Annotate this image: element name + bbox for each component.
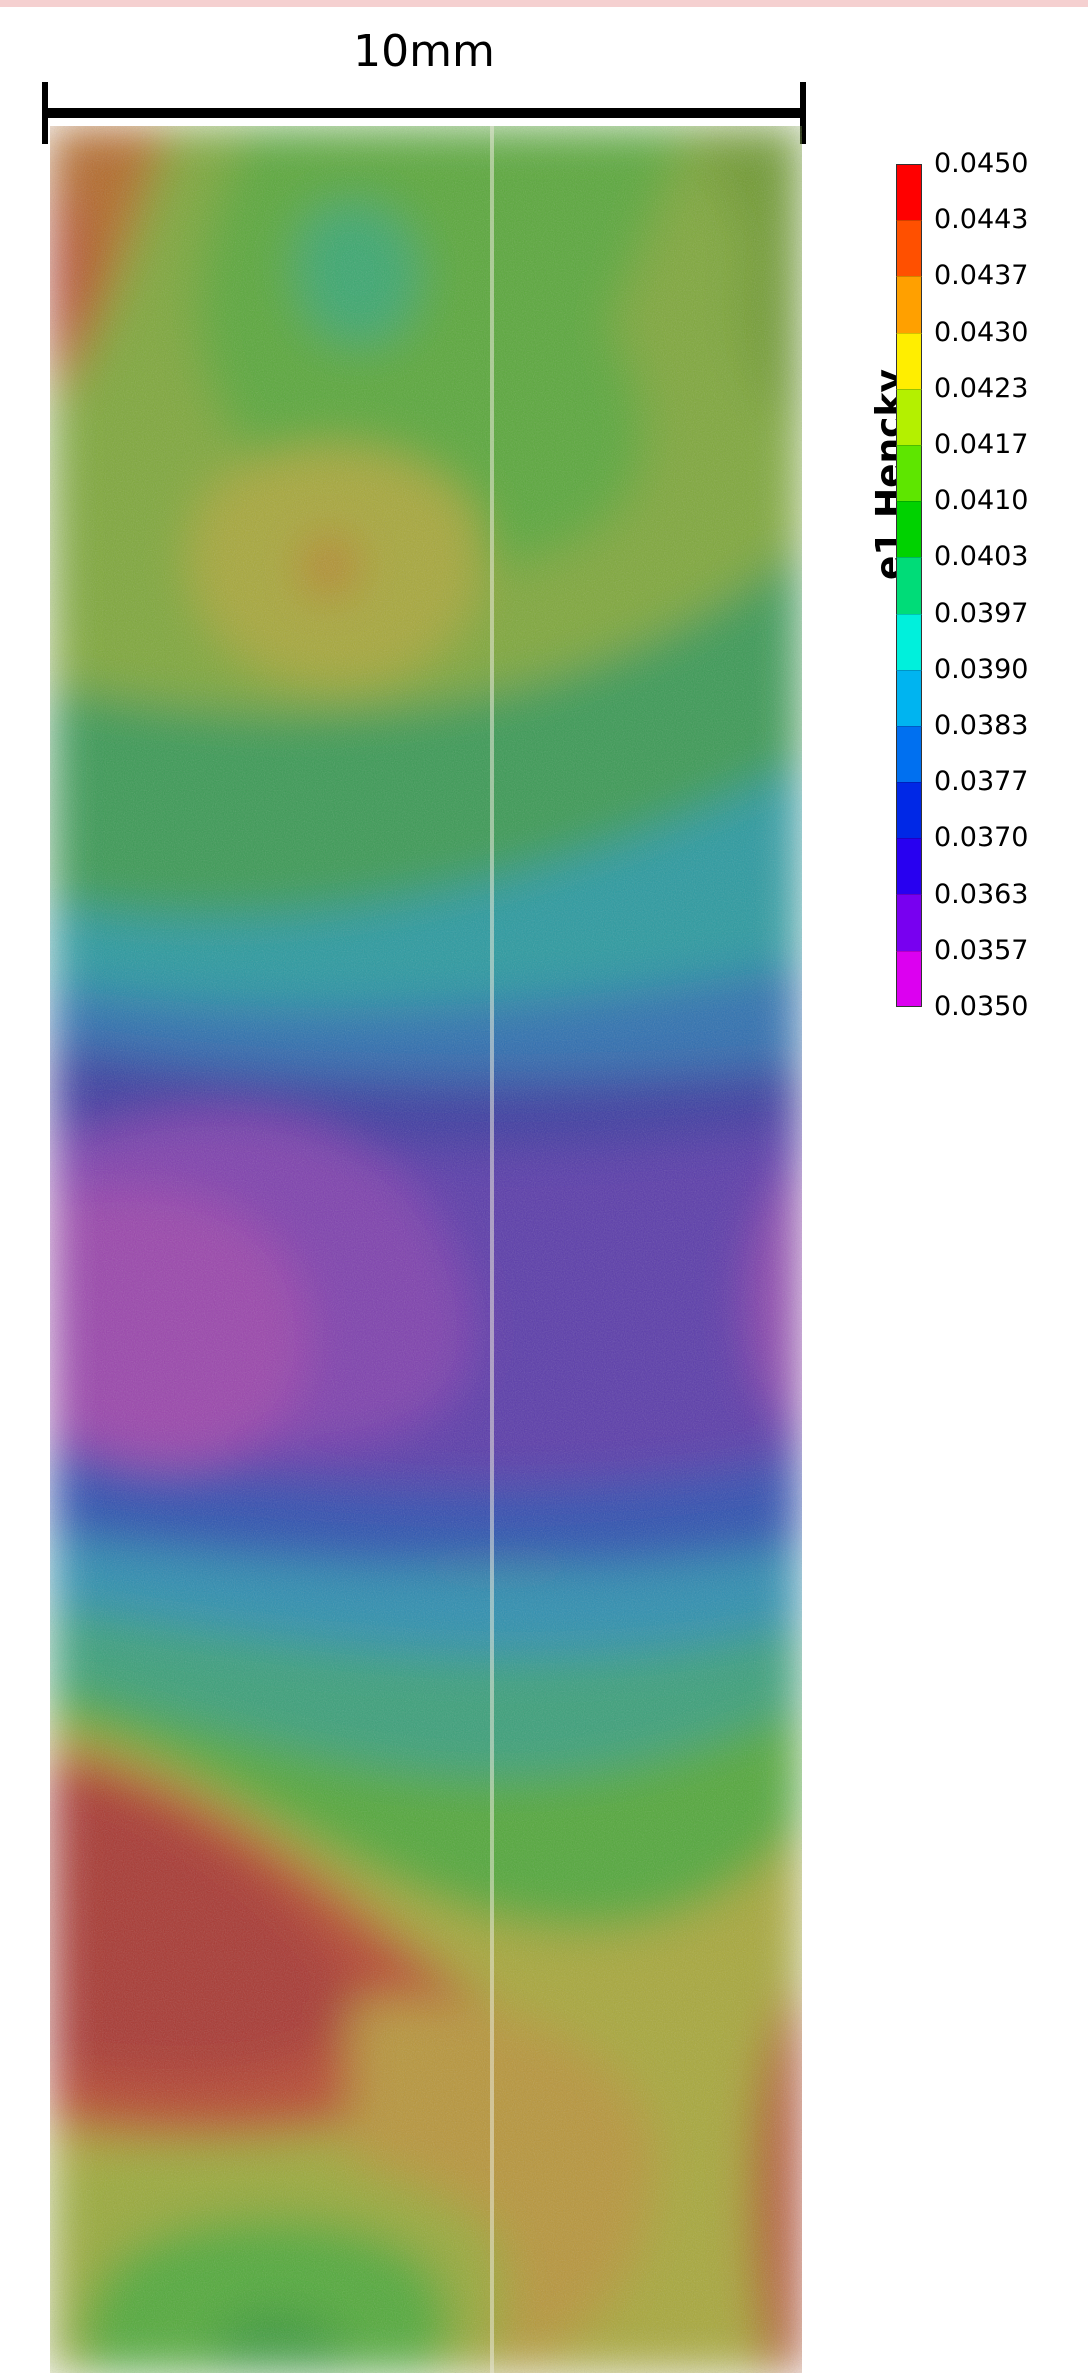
colorbar-tick-label: 0.0410 [934,485,1029,517]
colorbar-swatch [896,838,922,895]
colorbar-tick-label: 0.0417 [934,429,1029,460]
colorbar-swatch [896,557,922,614]
colorbar-swatch [896,613,922,670]
colorbar-tick-label: 0.0437 [934,260,1029,292]
colorbar-tick-label: 0.0357 [934,934,1029,966]
colorbar-tick-label: 0.0443 [934,204,1029,236]
colorbar-swatch [896,501,922,558]
scale-bar: 10mm [42,24,806,144]
colorbar-swatch [896,388,922,445]
colorbar-swatch [896,950,922,1007]
scale-bar-line [42,82,806,144]
colorbar-swatch [896,444,922,502]
colorbar-tick-label: 0.0350 [934,991,1029,1022]
strain-contour-map [50,126,802,2373]
colorbar-tick-label: 0.0370 [934,822,1029,854]
scale-bar-label: 10mm [353,26,495,77]
colorbar-tick-label: 0.0430 [934,316,1029,348]
colorbar-swatches [896,164,922,1007]
colorbar-tick-label: 0.0363 [934,878,1029,910]
colorbar-tick-label: 0.0377 [934,766,1029,798]
colorbar-tick-label: 0.0390 [934,653,1029,685]
colorbar: e1 Hencky 0.0450 0.0443 0.0437 0.0430 0.0423… [840,130,1080,1030]
colorbar-swatch [896,669,922,726]
colorbar-swatch [896,894,922,951]
colorbar-tick-label: 0.0383 [934,710,1029,741]
colorbar-tick-label: 0.0423 [934,372,1029,404]
colorbar-swatch [896,220,922,277]
top-border-strip [0,0,1088,7]
colorbar-swatch [896,725,922,783]
colorbar-tick-label: 0.0403 [934,541,1029,573]
colorbar-swatch [896,164,922,221]
colorbar-tick-label: 0.0397 [934,597,1029,629]
colorbar-tick-label: 0.0450 [934,148,1029,179]
colorbar-swatch [896,276,922,333]
colorbar-swatch [896,782,922,839]
colorbar-swatch [896,332,922,389]
